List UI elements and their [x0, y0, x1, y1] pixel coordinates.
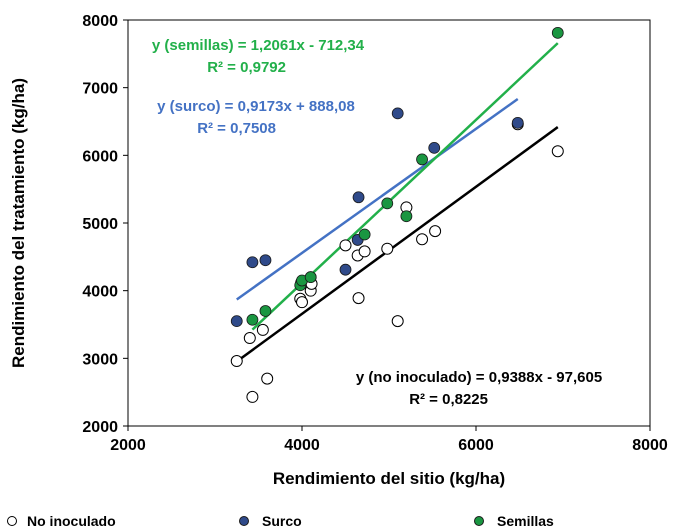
x-axis-title: Rendimiento del sitio (kg/ha) — [273, 469, 505, 488]
trendline-no-inoculado — [236, 126, 559, 363]
legend: No inoculado Surco Semillas — [7, 513, 554, 529]
no-inoculado-equation: y (no inoculado) = 0,9388x - 97,605 — [356, 369, 602, 386]
legend-marker-semillas — [474, 516, 484, 526]
y-tick-label: 2000 — [82, 419, 118, 436]
point-surco — [339, 263, 352, 276]
semillas-r2: R² = 0,9792 — [207, 59, 286, 76]
point-surco — [246, 256, 259, 269]
trendline-surco — [236, 98, 519, 301]
y-tick-label: 8000 — [82, 13, 118, 30]
x-tick-label: 6000 — [458, 437, 494, 454]
y-tick-label: 4000 — [82, 284, 118, 301]
x-axis-ticks: 2000 4000 6000 8000 — [110, 426, 668, 454]
point-no-inoculado — [358, 245, 371, 258]
point-no-inoculado — [243, 332, 256, 345]
semillas-equation: y (semillas) = 1,2061x - 712,34 — [152, 37, 365, 54]
x-tick-label: 4000 — [284, 437, 320, 454]
point-semillas — [381, 197, 394, 210]
point-no-inoculado — [416, 233, 429, 246]
y-tick-label: 6000 — [82, 148, 118, 165]
point-no-inoculado — [391, 315, 404, 328]
point-surco — [259, 254, 272, 267]
point-no-inoculado — [256, 323, 269, 336]
y-tick-label: 3000 — [82, 351, 118, 368]
point-no-inoculado — [429, 225, 442, 238]
point-semillas — [259, 305, 272, 317]
point-surco — [511, 116, 524, 129]
point-no-inoculado — [246, 390, 259, 403]
point-semillas — [358, 228, 371, 241]
point-no-inoculado — [296, 296, 308, 309]
point-no-inoculado — [551, 145, 564, 158]
point-surco — [391, 107, 404, 120]
plot-area — [127, 19, 651, 427]
point-semillas — [400, 210, 413, 223]
y-tick-label: 5000 — [82, 216, 118, 233]
legend-marker-surco — [239, 516, 249, 526]
legend-label-semillas: Semillas — [497, 513, 554, 529]
point-no-inoculado — [352, 292, 365, 305]
legend-label-no-inoculado: No inoculado — [27, 513, 116, 529]
y-axis-title: Rendimiento del tratamiento (kg/ha) — [9, 78, 28, 368]
legend-label-surco: Surco — [262, 513, 302, 529]
y-tick-label: 7000 — [82, 81, 118, 98]
data-points — [230, 26, 564, 403]
surco-equation: y (surco) = 0,9173x + 888,08 — [157, 98, 355, 115]
point-surco — [230, 315, 243, 328]
point-no-inoculado — [381, 242, 394, 255]
surco-r2: R² = 0,7508 — [197, 120, 276, 137]
point-surco — [352, 191, 365, 204]
no-inoculado-r2: R² = 0,8225 — [409, 391, 488, 408]
legend-marker-no-inoculado — [7, 516, 17, 526]
x-tick-label: 8000 — [632, 437, 668, 454]
point-no-inoculado — [230, 355, 243, 368]
y-axis-ticks: 2000 3000 4000 5000 6000 7000 8000 — [82, 13, 128, 436]
point-semillas — [416, 153, 428, 166]
point-surco — [428, 141, 441, 154]
point-semillas — [551, 26, 564, 39]
point-semillas — [304, 271, 317, 284]
trendlines — [236, 42, 559, 363]
point-semillas — [246, 313, 259, 326]
point-no-inoculado — [339, 239, 352, 252]
x-tick-label: 2000 — [110, 437, 146, 454]
point-no-inoculado — [261, 372, 274, 385]
